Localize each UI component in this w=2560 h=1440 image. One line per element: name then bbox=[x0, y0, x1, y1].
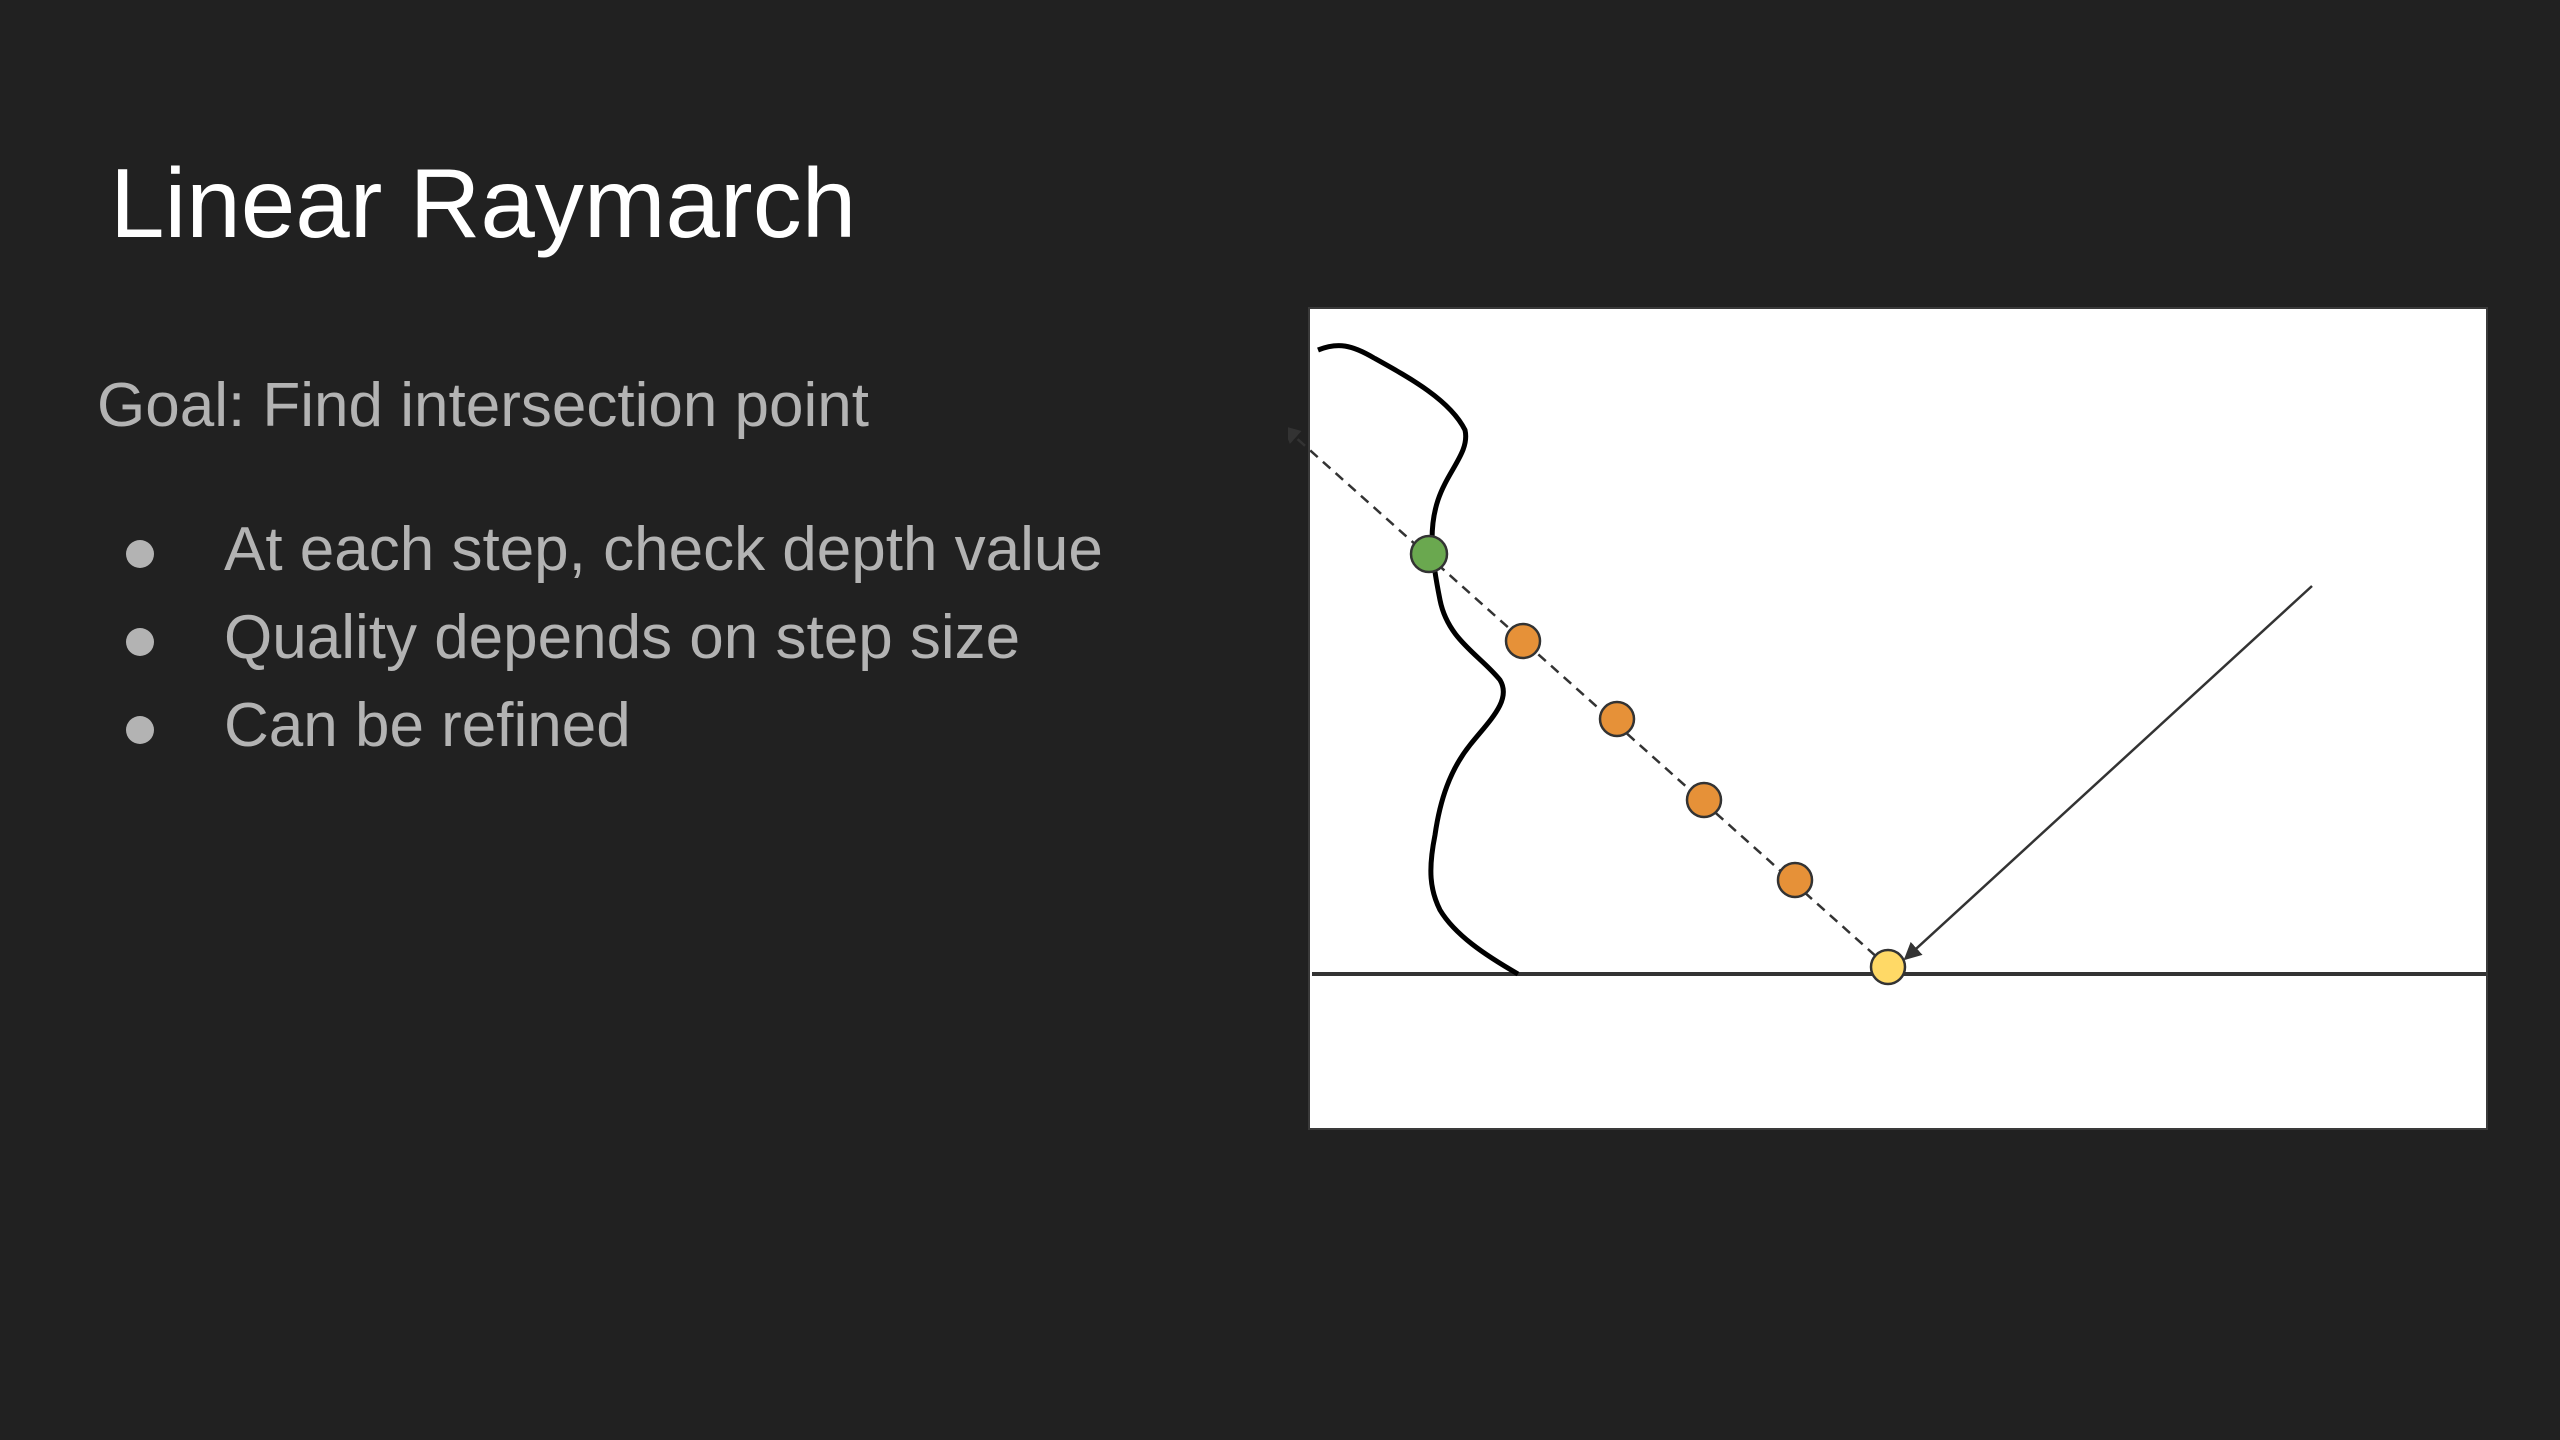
depth-curve bbox=[1317, 343, 1520, 977]
goal-text: Goal: Find intersection point bbox=[97, 371, 869, 440]
bullet-text: Quality depends on step size bbox=[224, 603, 1021, 672]
bullet-text: Can be refined bbox=[224, 691, 631, 760]
diagram-background bbox=[1308, 307, 2488, 1130]
step-point bbox=[1504, 622, 1542, 660]
bullet-dot-icon bbox=[126, 628, 154, 656]
step-point bbox=[1776, 861, 1814, 899]
start-point bbox=[1869, 948, 1907, 986]
incoming-ray bbox=[1903, 585, 2313, 961]
bullet-dot-icon bbox=[126, 716, 154, 744]
step-point bbox=[1685, 781, 1723, 819]
step-point bbox=[1598, 700, 1636, 738]
bullet-dot-icon bbox=[126, 540, 154, 568]
raymarch-diagram bbox=[1288, 307, 2488, 1130]
slide-title: Linear Raymarch bbox=[110, 148, 857, 258]
intersection-point bbox=[1409, 534, 1449, 574]
bullet-text: At each step, check depth value bbox=[224, 515, 1103, 584]
